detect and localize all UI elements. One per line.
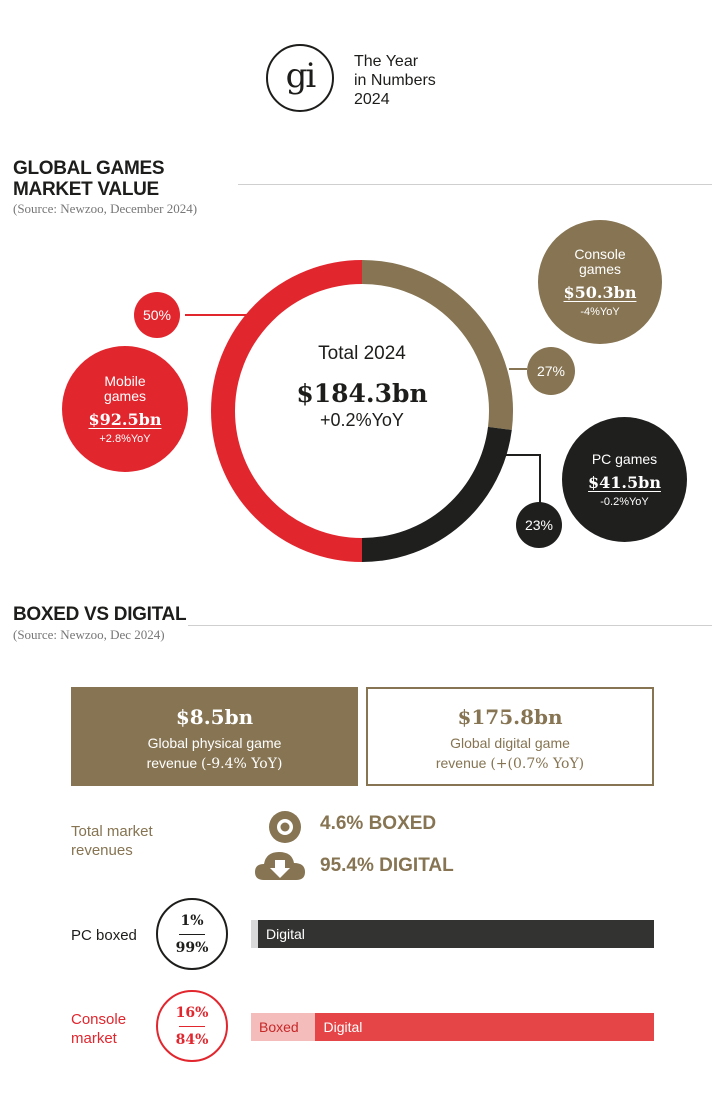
boxed-share-text: 4.6% BOXED — [320, 813, 437, 834]
donut-total-value: $184.3bn — [296, 379, 428, 408]
mobile-label-1: Mobile — [104, 372, 146, 389]
console-label-2: games — [578, 260, 622, 277]
pc-digital-percent: 99% — [175, 939, 209, 956]
console-digital-percent: 84% — [175, 1031, 209, 1048]
console-yoy: -4%YoY — [580, 305, 620, 318]
console-ratio-circle: 16% 84% — [156, 990, 228, 1062]
physical-revenue-line1: Global physical game — [147, 735, 282, 751]
pc-value: $41.5bn — [588, 472, 661, 492]
console-percent-bubble: 27% — [527, 347, 575, 395]
console-boxed-bar-label: Boxed — [259, 1019, 299, 1035]
console-percent: 27% — [536, 363, 566, 379]
console-donut-slice — [361, 260, 513, 430]
section1-title-line1: GLOBAL GAMES — [13, 158, 165, 179]
digital-share-text: 95.4% DIGITAL — [320, 855, 454, 876]
digital-revenue-value: $175.8bn — [457, 705, 563, 729]
console-market-label: Console market — [71, 1011, 127, 1047]
console-ratio-divider — [179, 1025, 205, 1027]
mobile-yoy: +2.8%YoY — [99, 432, 151, 445]
console-value-bubble: Console games $50.3bn -4%YoY — [538, 220, 662, 344]
mobile-donut-slice — [211, 260, 363, 562]
cloud-download-icon — [255, 852, 305, 880]
console-label-1: Console — [574, 245, 626, 262]
header-line-2: in Numbers — [354, 72, 436, 89]
pc-ratio-circle: 1% 99% — [156, 898, 228, 970]
digital-revenue-line1: Global digital game — [450, 735, 570, 751]
pc-yoy: -0.2%YoY — [600, 495, 649, 508]
physical-revenue-value: $8.5bn — [175, 705, 254, 729]
pc-label: PC games — [591, 450, 658, 467]
console-boxed-segment: Boxed — [251, 1013, 316, 1041]
total-market-label: Total market revenues — [71, 823, 153, 859]
header-line-1: The Year — [354, 53, 419, 70]
console-split-bar: Boxed Digital — [251, 1013, 654, 1041]
mobile-percent-bubble: 50% — [134, 292, 180, 338]
header-line-3: 2024 — [354, 91, 390, 108]
pc-split-bar: Digital — [251, 920, 654, 948]
pc-percent: 23% — [524, 517, 554, 533]
donut-total-title: Total 2024 — [318, 343, 406, 364]
section2-title: BOXED VS DIGITAL — [13, 604, 187, 625]
pc-percent-bubble: 23% — [516, 502, 562, 548]
mobile-value-bubble: Mobile games $92.5bn +2.8%YoY — [62, 346, 188, 472]
section1-source: (Source: Newzoo, December 2024) — [13, 201, 198, 216]
section2-source: (Source: Newzoo, Dec 2024) — [13, 627, 165, 642]
physical-revenue-line2: revenue (-9.4% YoY) — [146, 755, 283, 772]
mobile-label-2: games — [103, 387, 147, 404]
pc-boxed-label: PC boxed — [71, 927, 137, 944]
mobile-percent: 50% — [142, 307, 172, 323]
section2-rule — [188, 625, 712, 626]
console-digital-segment: Digital — [315, 1013, 654, 1041]
digital-revenue-line2: revenue (+(0.7% YoY) — [435, 755, 585, 772]
disc-icon — [269, 811, 301, 843]
console-digital-bar-label: Digital — [323, 1019, 363, 1035]
mobile-value: $92.5bn — [88, 409, 162, 429]
donut-center: Total 2024 $184.3bn +0.2%YoY — [262, 343, 462, 431]
pc-value-bubble: PC games $41.5bn -0.2%YoY — [562, 417, 687, 542]
pc-boxed-segment — [251, 920, 258, 948]
section1-rule — [238, 184, 712, 185]
console-value: $50.3bn — [563, 282, 637, 302]
pc-digital-segment: Digital — [258, 920, 654, 948]
console-boxed-percent: 16% — [175, 1004, 209, 1021]
pc-digital-bar-label: Digital — [266, 926, 305, 942]
gi-logo: gi — [266, 44, 334, 112]
physical-revenue-card: $8.5bn Global physical game revenue (-9.… — [71, 687, 358, 786]
donut-total-yoy: +0.2%YoY — [320, 410, 404, 430]
pc-connector — [506, 454, 541, 505]
pc-ratio-divider — [179, 933, 205, 935]
section1-title-line2: MARKET VALUE — [13, 179, 159, 200]
pc-boxed-percent: 1% — [180, 912, 204, 929]
pc-donut-slice — [361, 426, 512, 562]
digital-revenue-card: $175.8bn Global digital game revenue (+(… — [366, 687, 654, 786]
